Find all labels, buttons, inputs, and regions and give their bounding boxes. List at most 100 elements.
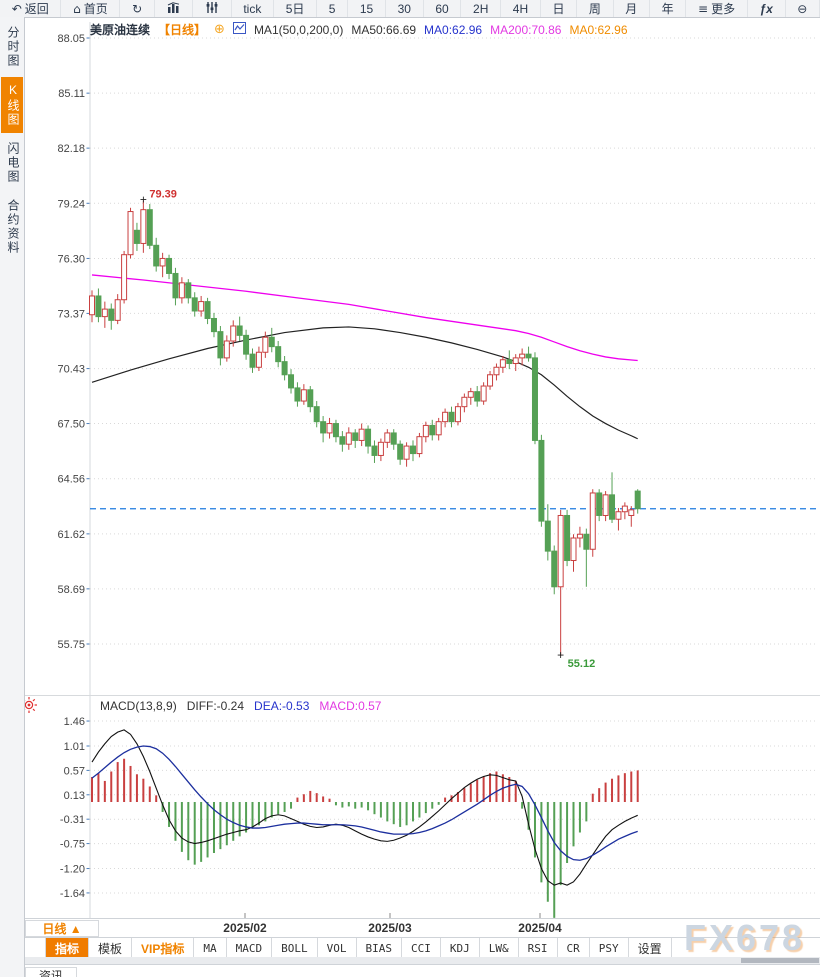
panel-divider: [24, 695, 820, 696]
period-60-button[interactable]: 60: [424, 0, 462, 17]
period-year-button[interactable]: 年: [650, 0, 687, 17]
period-tick-button-label: tick: [243, 1, 262, 16]
kdj-button[interactable]: KDJ: [441, 938, 480, 958]
rsi-button[interactable]: RSI: [519, 938, 558, 958]
vol-button[interactable]: VOL: [318, 938, 357, 958]
svg-text:58.69: 58.69: [57, 584, 85, 596]
bottom-strip: 资讯: [24, 964, 820, 977]
sidebar-item-contract-info[interactable]: 合约资料: [6, 199, 20, 255]
lw-button[interactable]: LW&: [480, 938, 519, 958]
svg-text:0.13: 0.13: [64, 790, 85, 802]
macd-macd-value: MACD:0.57: [319, 699, 382, 713]
macd-histogram: [91, 758, 639, 918]
news-tab[interactable]: 资讯: [25, 967, 77, 977]
chart-type-bars-button-icon: [167, 1, 181, 16]
svg-text:79.24: 79.24: [57, 198, 85, 210]
add-overlay-icon[interactable]: ⊕: [214, 22, 225, 37]
macd-button[interactable]: MACD: [227, 938, 273, 958]
svg-text:67.50: 67.50: [57, 419, 85, 431]
home-button[interactable]: ⌂ 首页: [61, 0, 121, 17]
period-2h-button[interactable]: 2H: [461, 0, 502, 17]
cci-button[interactable]: CCI: [402, 938, 441, 958]
period-day-button[interactable]: 日: [541, 0, 578, 17]
candlestick-series[interactable]: [89, 200, 641, 656]
bias-button[interactable]: BIAS: [357, 938, 402, 958]
cr-button[interactable]: CR: [558, 938, 590, 958]
ma0-orange-value: MA0:62.96: [569, 22, 628, 37]
indicator-button[interactable]: 指标: [45, 938, 90, 958]
svg-text:88.05: 88.05: [57, 33, 85, 45]
high-marker: +: [140, 192, 147, 206]
period-week-button[interactable]: 周: [577, 0, 614, 17]
refresh-button-icon: ↻: [132, 1, 143, 16]
low-price-label: 55.12: [568, 658, 596, 670]
refresh-button[interactable]: ↻: [120, 0, 155, 17]
chart-type-sliders-button[interactable]: [193, 0, 232, 17]
period-2h-button-label: 2H: [473, 1, 489, 16]
svg-text:70.43: 70.43: [57, 364, 85, 376]
macd-dea-value: DEA:-0.53: [254, 699, 310, 713]
chart-type-sliders-button-icon: [205, 1, 219, 16]
period-5-button[interactable]: 5: [317, 0, 349, 17]
svg-text:85.11: 85.11: [58, 88, 85, 100]
svg-text:-0.75: -0.75: [60, 839, 85, 851]
vip-indicator-button[interactable]: VIP指标: [132, 938, 195, 958]
horizontal-scrollbar[interactable]: [24, 957, 820, 964]
x-axis-label: 2025/03: [368, 921, 412, 935]
ma-settings-label: MA1(50,0,200,0): [253, 22, 344, 37]
sidebar-item-kline-chart[interactable]: K线图: [1, 77, 23, 133]
svg-text:61.62: 61.62: [57, 529, 85, 541]
settings-button[interactable]: 设置: [629, 938, 672, 958]
period-60-button-label: 60: [435, 1, 449, 16]
macd-dea-line: [91, 745, 638, 861]
more-button[interactable]: ≡ 更多: [686, 0, 748, 17]
period-30-button-label: 30: [397, 1, 411, 16]
low-marker: +: [557, 648, 564, 662]
period-30-button[interactable]: 30: [386, 0, 424, 17]
period-5d-button-label: 5日: [285, 2, 305, 16]
period-selector[interactable]: 日线 ▲: [25, 920, 99, 937]
formula-button-label: ƒx: [759, 1, 773, 16]
period-month-button[interactable]: 月: [614, 0, 650, 17]
ma50-value: MA50:66.69: [351, 22, 417, 37]
scrollbar-thumb[interactable]: [741, 958, 819, 963]
period-4h-button[interactable]: 4H: [501, 0, 541, 17]
template-button[interactable]: 模板: [89, 938, 133, 958]
back-button-label: 返回: [24, 2, 49, 16]
period-tick-button[interactable]: tick: [232, 0, 275, 17]
more-button-label: 更多: [711, 2, 736, 16]
sidebar-item-time-chart[interactable]: 分时图: [6, 26, 20, 68]
sidebar-item-lightning-chart[interactable]: 闪电图: [6, 142, 20, 184]
chart-type-bars-button[interactable]: [155, 0, 194, 17]
svg-text:82.18: 82.18: [57, 143, 85, 155]
ma0-blue-value: MA0:62.96: [424, 22, 483, 37]
news-tab-label: 资讯: [38, 969, 63, 977]
period-selector-label: 日线 ▲: [42, 922, 82, 936]
x-axis-label: 2025/02: [223, 921, 267, 935]
svg-text:64.56: 64.56: [57, 474, 85, 486]
psy-button[interactable]: PSY: [590, 938, 629, 958]
formula-button[interactable]: ƒx: [748, 0, 786, 17]
boll-button[interactable]: BOLL: [272, 938, 318, 958]
back-button-icon: ↶: [11, 1, 22, 16]
period-15-button-label: 15: [359, 1, 374, 16]
period-5d-button[interactable]: 5日: [274, 0, 318, 17]
period-4h-button-label: 4H: [512, 1, 529, 16]
back-button[interactable]: ↶ 返回: [0, 0, 62, 17]
svg-text:-1.20: -1.20: [60, 864, 85, 876]
ma-button[interactable]: MA: [194, 938, 227, 958]
mini-chart-icon[interactable]: [232, 22, 246, 37]
period-year-button-label: 年: [661, 2, 674, 16]
home-button-icon: ⌂: [73, 1, 81, 16]
home-button-label: 首页: [83, 2, 108, 16]
high-price-label: 79.39: [149, 188, 177, 200]
top-toolbar: ↶ 返回 ⌂ 首页 ↻ tick 5日 5 15 30 60 2H 4H 日周月年 ≡ 更多 ƒx ⊖: [0, 0, 820, 18]
period-15-button[interactable]: 15: [348, 0, 386, 17]
macd-diff-value: DIFF:-0.24: [186, 699, 245, 713]
svg-text:-1.64: -1.64: [60, 888, 85, 900]
zoom-out-button[interactable]: ⊖: [786, 0, 820, 17]
svg-text:55.75: 55.75: [57, 639, 85, 651]
symbol-name: 美原油连续: [90, 23, 151, 37]
